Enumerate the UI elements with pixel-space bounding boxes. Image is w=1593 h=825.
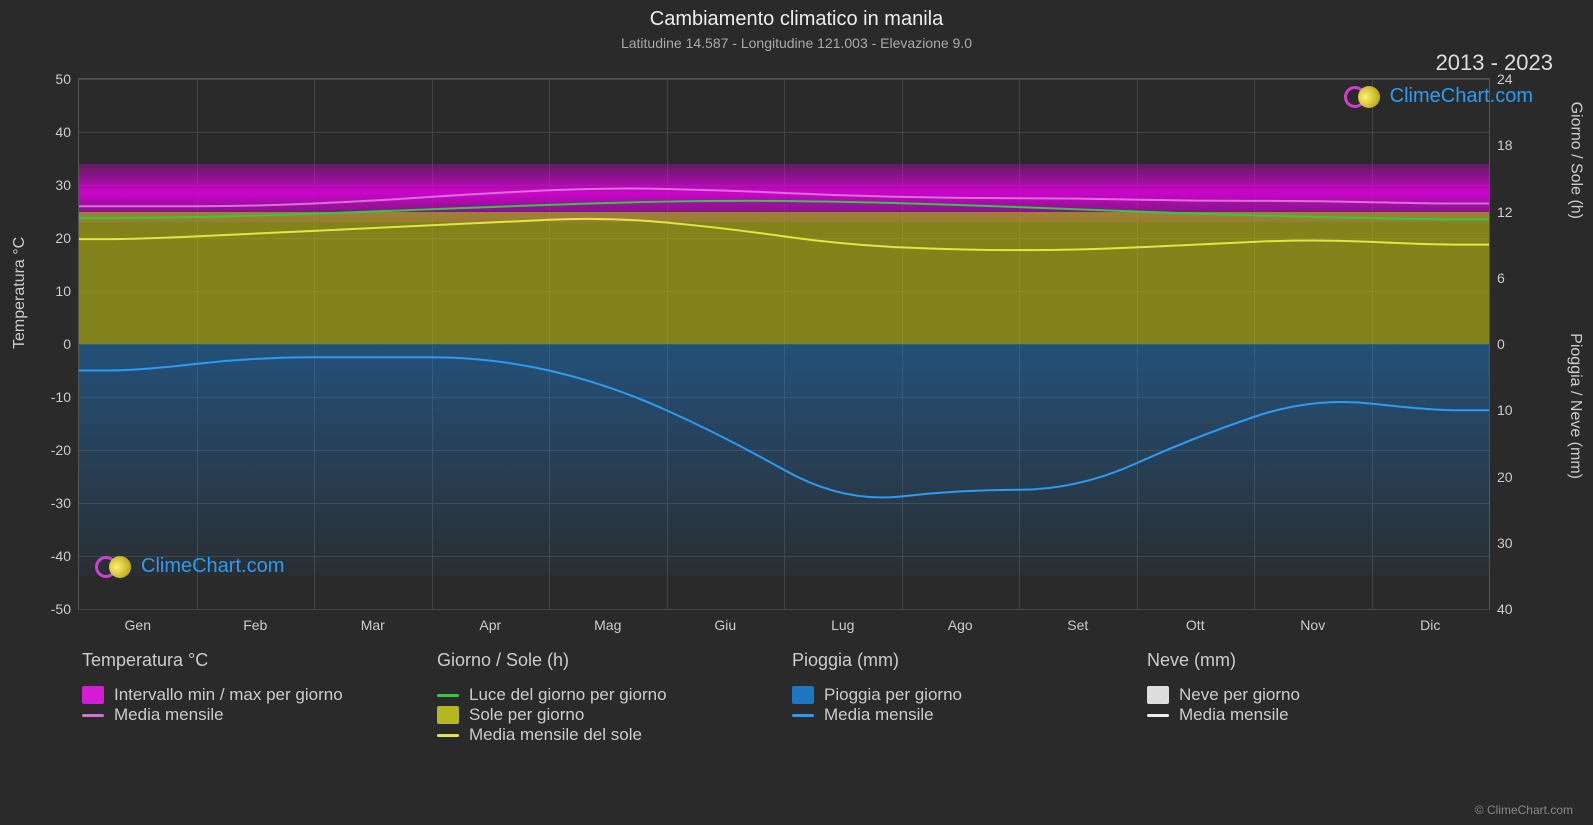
y-tick-right-bot: 30	[1497, 535, 1513, 551]
legend-item: Media mensile	[1147, 705, 1502, 725]
x-tick-month: Feb	[243, 617, 267, 633]
legend-item: Luce del giorno per giorno	[437, 685, 792, 705]
rain-mean-line	[79, 357, 1489, 497]
legend-swatch	[1147, 714, 1169, 717]
legend-swatch	[437, 694, 459, 697]
x-tick-month: Giu	[714, 617, 736, 633]
legend-col-snow: Neve (mm) Neve per giornoMedia mensile	[1147, 650, 1502, 745]
y-tick-right-top: 18	[1497, 137, 1513, 153]
legend-item: Sole per giorno	[437, 705, 792, 725]
y-tick-left: -50	[51, 601, 71, 617]
chart-title: Cambiamento climatico in manila	[0, 0, 1593, 31]
logo-text: ClimeChart.com	[141, 555, 284, 578]
chart-plot-area: -50-40-30-20-100102030405006121824102030…	[78, 78, 1488, 608]
x-tick-month: Mag	[594, 617, 621, 633]
x-tick-month: Apr	[479, 617, 501, 633]
x-tick-month: Mar	[361, 617, 385, 633]
legend-label: Intervallo min / max per giorno	[114, 685, 343, 705]
y-tick-left: 0	[63, 336, 71, 352]
y-tick-left: -40	[51, 548, 71, 564]
footer-credit: © ClimeChart.com	[1475, 803, 1573, 817]
logo-bottom: ClimeChart.com	[95, 555, 284, 578]
legend-swatch	[1147, 686, 1169, 704]
legend-item: Media mensile	[82, 705, 437, 725]
legend-item: Intervallo min / max per giorno	[82, 685, 437, 705]
y-tick-left: 30	[55, 177, 71, 193]
legend-swatch	[437, 734, 459, 737]
legend-header: Temperatura °C	[82, 650, 437, 671]
y-tick-left: 10	[55, 283, 71, 299]
y-tick-right-bot: 10	[1497, 402, 1513, 418]
x-tick-month: Lug	[831, 617, 854, 633]
legend-swatch	[792, 686, 814, 704]
legend-label: Media mensile	[114, 705, 224, 725]
y-tick-right-top: 12	[1497, 204, 1513, 220]
legend-label: Media mensile	[824, 705, 934, 725]
logo-text: ClimeChart.com	[1390, 85, 1533, 108]
y-tick-right-bot: 40	[1497, 601, 1513, 617]
logo-top: ClimeChart.com	[1344, 85, 1533, 108]
year-range: 2013 - 2023	[1436, 50, 1553, 76]
legend-swatch	[82, 714, 104, 717]
legend-label: Luce del giorno per giorno	[469, 685, 667, 705]
x-tick-month: Dic	[1420, 617, 1440, 633]
legend-col-temp: Temperatura °C Intervallo min / max per …	[82, 650, 437, 745]
legend-label: Pioggia per giorno	[824, 685, 962, 705]
logo-icon	[1344, 86, 1384, 108]
legend-header: Giorno / Sole (h)	[437, 650, 792, 671]
x-tick-month: Ago	[948, 617, 973, 633]
legend-swatch	[792, 714, 814, 717]
temp-mean-line	[79, 189, 1489, 207]
legend-header: Pioggia (mm)	[792, 650, 1147, 671]
legend-label: Sole per giorno	[469, 705, 584, 725]
legend-item: Media mensile del sole	[437, 725, 792, 745]
x-tick-month: Gen	[125, 617, 151, 633]
legend-label: Neve per giorno	[1179, 685, 1300, 705]
x-tick-month: Ott	[1186, 617, 1205, 633]
y-tick-left: -20	[51, 442, 71, 458]
legend-col-rain: Pioggia (mm) Pioggia per giornoMedia men…	[792, 650, 1147, 745]
legend-item: Media mensile	[792, 705, 1147, 725]
x-tick-month: Set	[1067, 617, 1088, 633]
y-axis-right-top-label: Giorno / Sole (h)	[1566, 102, 1584, 219]
y-tick-left: 50	[55, 71, 71, 87]
y-tick-left: -10	[51, 389, 71, 405]
y-axis-right-bot-label: Pioggia / Neve (mm)	[1566, 333, 1584, 479]
y-tick-left: 20	[55, 230, 71, 246]
x-tick-month: Nov	[1300, 617, 1325, 633]
chart-subtitle: Latitudine 14.587 - Longitudine 121.003 …	[0, 35, 1593, 51]
legend-item: Pioggia per giorno	[792, 685, 1147, 705]
legend-swatch	[437, 706, 459, 724]
logo-icon	[95, 556, 135, 578]
y-tick-left: -30	[51, 495, 71, 511]
sun-mean-line	[79, 219, 1489, 250]
legend: Temperatura °C Intervallo min / max per …	[82, 650, 1502, 745]
legend-swatch	[82, 686, 104, 704]
legend-label: Media mensile	[1179, 705, 1289, 725]
y-tick-left: 40	[55, 124, 71, 140]
legend-item: Neve per giorno	[1147, 685, 1502, 705]
y-tick-right-top: 6	[1497, 270, 1505, 286]
y-axis-left-label: Temperatura °C	[11, 237, 29, 349]
legend-label: Media mensile del sole	[469, 725, 642, 745]
legend-col-daysun: Giorno / Sole (h) Luce del giorno per gi…	[437, 650, 792, 745]
line-overlay	[79, 79, 1489, 609]
y-tick-right-top: 0	[1497, 336, 1505, 352]
y-tick-right-bot: 20	[1497, 469, 1513, 485]
legend-header: Neve (mm)	[1147, 650, 1502, 671]
